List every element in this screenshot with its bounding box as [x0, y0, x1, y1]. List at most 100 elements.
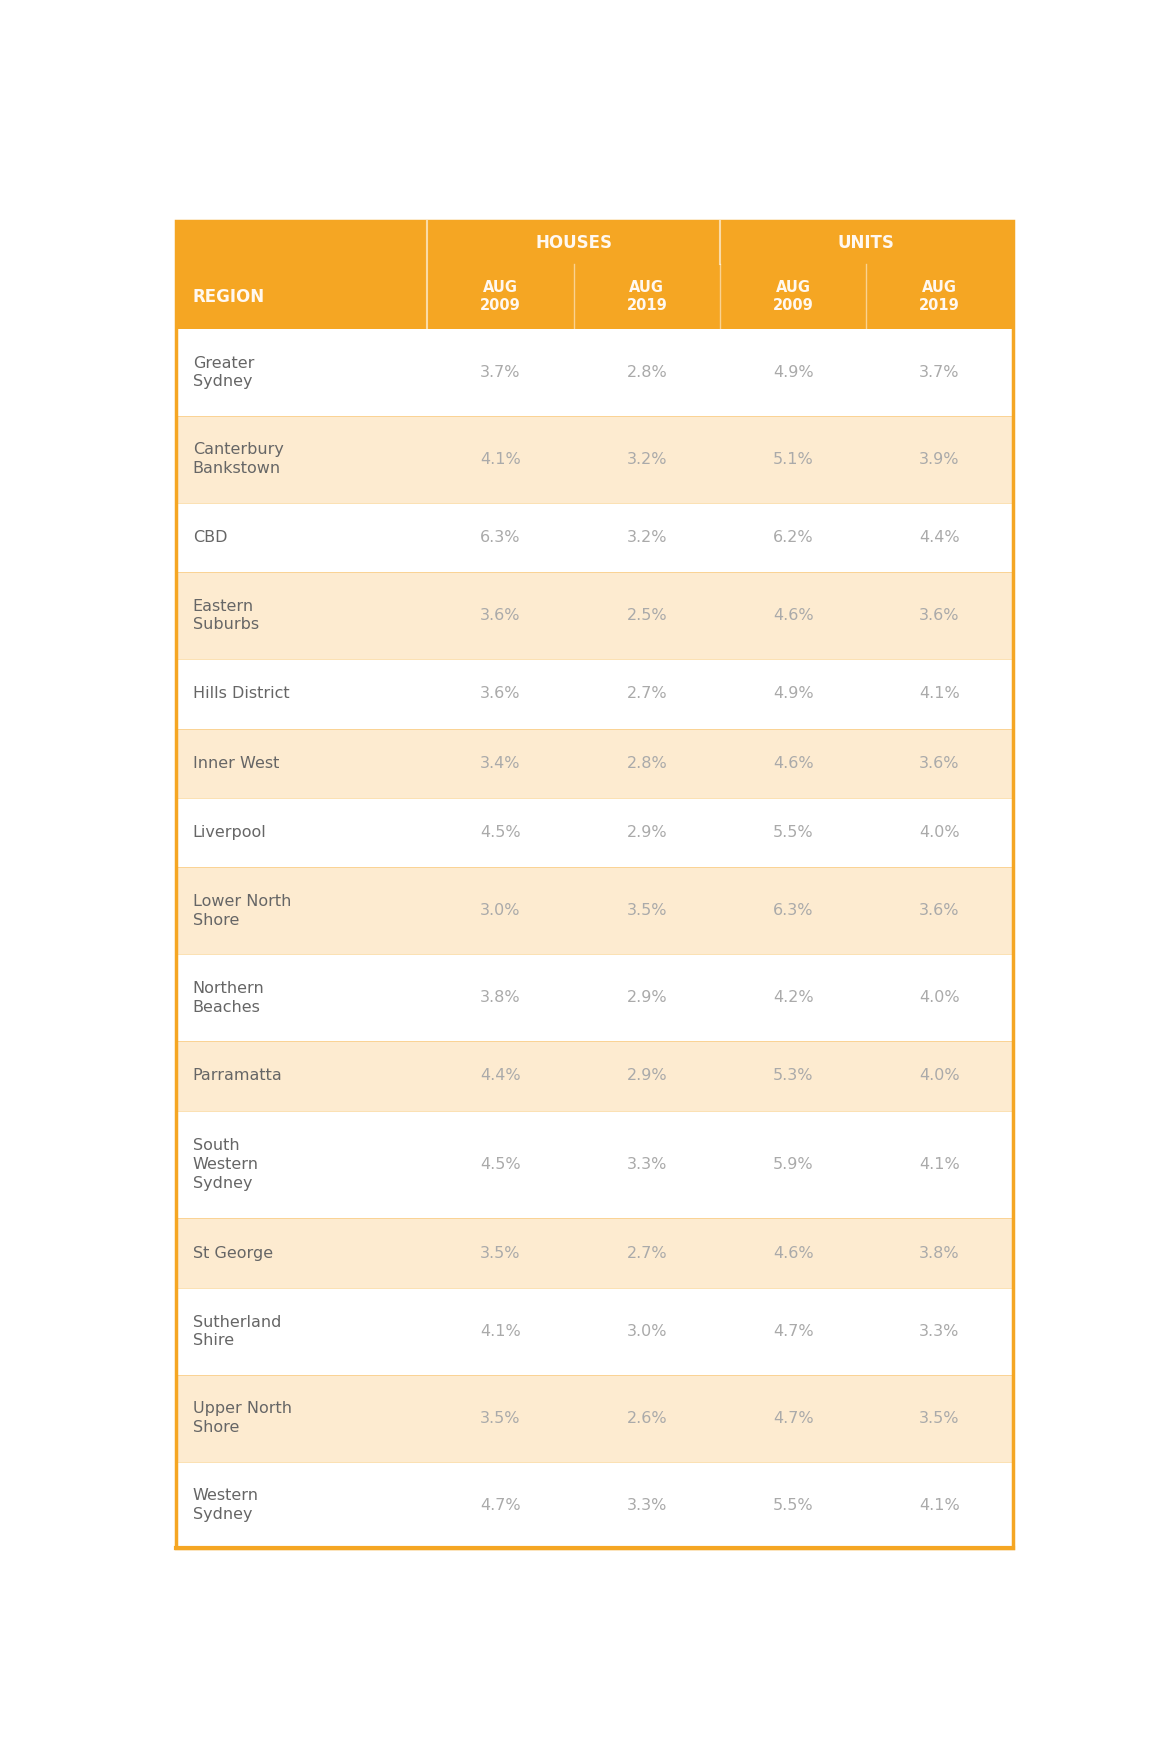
Bar [573, 1375, 720, 1461]
Bar [867, 867, 1013, 955]
Text: 3.7%: 3.7% [480, 364, 521, 380]
Text: Western
Sydney: Western Sydney [193, 1487, 259, 1522]
Bar [867, 1461, 1013, 1549]
Text: 3.6%: 3.6% [919, 904, 959, 918]
Bar [573, 867, 720, 955]
Text: 4.4%: 4.4% [480, 1069, 521, 1083]
Bar [427, 797, 573, 867]
Text: 4.0%: 4.0% [919, 990, 959, 1006]
Bar [867, 1288, 1013, 1375]
Bar [867, 1375, 1013, 1461]
Text: 2.5%: 2.5% [626, 608, 667, 624]
Bar [720, 955, 867, 1041]
Text: 5.9%: 5.9% [773, 1156, 813, 1172]
Text: Hills District: Hills District [193, 687, 289, 701]
Text: 4.9%: 4.9% [773, 687, 813, 701]
Text: 3.5%: 3.5% [919, 1410, 959, 1426]
Bar [427, 1218, 573, 1288]
Bar [176, 797, 427, 867]
Text: 2.6%: 2.6% [626, 1410, 667, 1426]
Bar [867, 415, 1013, 503]
Text: 3.0%: 3.0% [626, 1325, 667, 1339]
Text: 2.8%: 2.8% [626, 755, 667, 771]
Bar [176, 415, 427, 503]
Text: Inner West: Inner West [193, 755, 280, 771]
Text: 3.4%: 3.4% [480, 755, 521, 771]
Bar [720, 265, 867, 329]
Text: 4.1%: 4.1% [919, 1156, 959, 1172]
Bar [427, 1461, 573, 1549]
Text: 2.7%: 2.7% [626, 687, 667, 701]
Bar [176, 1111, 427, 1218]
Bar [176, 221, 427, 329]
Text: HOUSES: HOUSES [535, 233, 612, 252]
Bar [867, 265, 1013, 329]
Bar [720, 797, 867, 867]
Text: 3.2%: 3.2% [626, 452, 667, 466]
Text: 3.3%: 3.3% [919, 1325, 959, 1339]
Bar [427, 329, 573, 415]
Text: 4.7%: 4.7% [773, 1325, 813, 1339]
Bar [176, 573, 427, 659]
Bar [720, 659, 867, 729]
Bar [867, 797, 1013, 867]
Bar [867, 729, 1013, 797]
Text: 3.6%: 3.6% [919, 755, 959, 771]
Text: 2.9%: 2.9% [626, 825, 667, 841]
Bar [427, 1288, 573, 1375]
Text: Liverpool: Liverpool [193, 825, 267, 841]
Text: 4.6%: 4.6% [773, 608, 813, 624]
Bar [573, 1288, 720, 1375]
Bar [176, 659, 427, 729]
Bar [720, 1288, 867, 1375]
Bar [573, 573, 720, 659]
Text: 4.1%: 4.1% [480, 1325, 521, 1339]
Bar [427, 955, 573, 1041]
Text: 3.5%: 3.5% [626, 904, 667, 918]
Bar [573, 1461, 720, 1549]
Text: 3.6%: 3.6% [919, 608, 959, 624]
Bar [867, 1218, 1013, 1288]
Bar [427, 221, 720, 265]
Bar [573, 503, 720, 573]
Bar [573, 1111, 720, 1218]
Text: AUG
2009: AUG 2009 [480, 280, 521, 314]
Bar [867, 659, 1013, 729]
Bar [427, 503, 573, 573]
Text: 4.5%: 4.5% [480, 1156, 521, 1172]
Bar [867, 1041, 1013, 1111]
Text: 4.4%: 4.4% [919, 529, 959, 545]
Text: 2.7%: 2.7% [626, 1246, 667, 1261]
Text: 2.9%: 2.9% [626, 1069, 667, 1083]
Text: 5.3%: 5.3% [773, 1069, 813, 1083]
Text: Northern
Beaches: Northern Beaches [193, 981, 264, 1014]
Text: Greater
Sydney: Greater Sydney [193, 356, 254, 389]
Text: South
Western
Sydney: South Western Sydney [193, 1139, 259, 1191]
Bar [720, 415, 867, 503]
Bar [867, 1111, 1013, 1218]
Text: 6.2%: 6.2% [773, 529, 813, 545]
Bar [720, 1461, 867, 1549]
Text: 4.7%: 4.7% [773, 1410, 813, 1426]
Bar [867, 955, 1013, 1041]
Text: St George: St George [193, 1246, 273, 1261]
Text: 4.9%: 4.9% [773, 364, 813, 380]
Bar [720, 729, 867, 797]
Text: 4.2%: 4.2% [773, 990, 813, 1006]
Text: 3.5%: 3.5% [480, 1410, 521, 1426]
Bar [176, 1041, 427, 1111]
Text: 3.8%: 3.8% [480, 990, 521, 1006]
Bar [720, 1111, 867, 1218]
Text: 4.0%: 4.0% [919, 1069, 959, 1083]
Bar [427, 573, 573, 659]
Text: Eastern
Suburbs: Eastern Suburbs [193, 599, 259, 632]
Bar [176, 1288, 427, 1375]
Text: 4.1%: 4.1% [480, 452, 521, 466]
Text: 3.5%: 3.5% [480, 1246, 521, 1261]
Text: Lower North
Shore: Lower North Shore [193, 894, 291, 929]
Bar [427, 1041, 573, 1111]
Bar [176, 329, 427, 415]
Bar [573, 1218, 720, 1288]
Text: 3.9%: 3.9% [919, 452, 959, 466]
Bar [720, 1218, 867, 1288]
